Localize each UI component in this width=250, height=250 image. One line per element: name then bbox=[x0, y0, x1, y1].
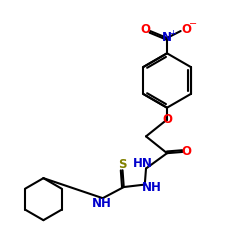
Text: −: − bbox=[190, 19, 198, 29]
Text: O: O bbox=[182, 146, 192, 158]
Text: O: O bbox=[162, 113, 172, 126]
Text: N: N bbox=[162, 32, 172, 44]
Text: +: + bbox=[169, 29, 176, 38]
Text: HN: HN bbox=[133, 157, 153, 170]
Text: NH: NH bbox=[142, 180, 162, 194]
Text: NH: NH bbox=[92, 197, 112, 210]
Text: S: S bbox=[118, 158, 126, 171]
Text: O: O bbox=[141, 23, 151, 36]
Text: O: O bbox=[181, 22, 191, 36]
